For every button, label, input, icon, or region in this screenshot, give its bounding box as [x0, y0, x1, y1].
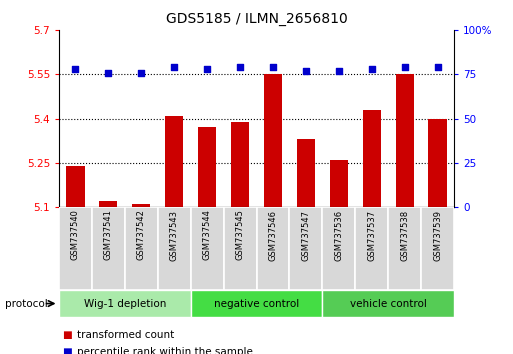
- Bar: [330, 160, 348, 207]
- Text: GSM737540: GSM737540: [71, 210, 80, 261]
- Point: [368, 66, 376, 72]
- Text: GSM737545: GSM737545: [235, 210, 245, 261]
- Text: GDS5185 / ILMN_2656810: GDS5185 / ILMN_2656810: [166, 12, 347, 27]
- Bar: [191, 207, 224, 290]
- Text: percentile rank within the sample: percentile rank within the sample: [77, 347, 253, 354]
- Text: GSM737544: GSM737544: [203, 210, 212, 261]
- Point: [236, 64, 244, 70]
- Text: ■: ■: [62, 347, 71, 354]
- Bar: [322, 290, 454, 317]
- Bar: [100, 201, 117, 207]
- Bar: [191, 290, 322, 317]
- Bar: [66, 166, 85, 207]
- Point: [71, 66, 80, 72]
- Point: [203, 66, 211, 72]
- Text: ■: ■: [62, 330, 71, 339]
- Bar: [355, 207, 388, 290]
- Point: [302, 68, 310, 74]
- Bar: [198, 127, 216, 207]
- Bar: [158, 207, 191, 290]
- Bar: [388, 207, 421, 290]
- Bar: [165, 116, 183, 207]
- Text: GSM737537: GSM737537: [367, 210, 376, 261]
- Point: [433, 64, 442, 70]
- Text: GSM737546: GSM737546: [268, 210, 278, 261]
- Point: [137, 70, 145, 75]
- Bar: [264, 74, 282, 207]
- Bar: [224, 207, 256, 290]
- Text: protocol: protocol: [5, 298, 48, 309]
- Bar: [132, 204, 150, 207]
- Bar: [428, 119, 447, 207]
- Point: [104, 70, 112, 75]
- Text: GSM737541: GSM737541: [104, 210, 113, 261]
- Bar: [421, 207, 454, 290]
- Bar: [289, 207, 322, 290]
- Bar: [363, 110, 381, 207]
- Bar: [92, 207, 125, 290]
- Text: GSM737542: GSM737542: [137, 210, 146, 261]
- Bar: [297, 139, 315, 207]
- Point: [170, 64, 179, 70]
- Text: GSM737547: GSM737547: [301, 210, 310, 261]
- Text: transformed count: transformed count: [77, 330, 174, 339]
- Text: GSM737539: GSM737539: [433, 210, 442, 261]
- Point: [269, 64, 277, 70]
- Bar: [322, 207, 355, 290]
- Text: vehicle control: vehicle control: [350, 298, 427, 309]
- Text: GSM737543: GSM737543: [170, 210, 179, 261]
- Point: [334, 68, 343, 74]
- Bar: [59, 290, 191, 317]
- Text: GSM737536: GSM737536: [334, 210, 343, 261]
- Bar: [125, 207, 158, 290]
- Bar: [256, 207, 289, 290]
- Point: [401, 64, 409, 70]
- Text: negative control: negative control: [214, 298, 299, 309]
- Text: Wig-1 depletion: Wig-1 depletion: [84, 298, 166, 309]
- Bar: [396, 74, 413, 207]
- Bar: [59, 207, 92, 290]
- Bar: [231, 121, 249, 207]
- Text: GSM737538: GSM737538: [400, 210, 409, 261]
